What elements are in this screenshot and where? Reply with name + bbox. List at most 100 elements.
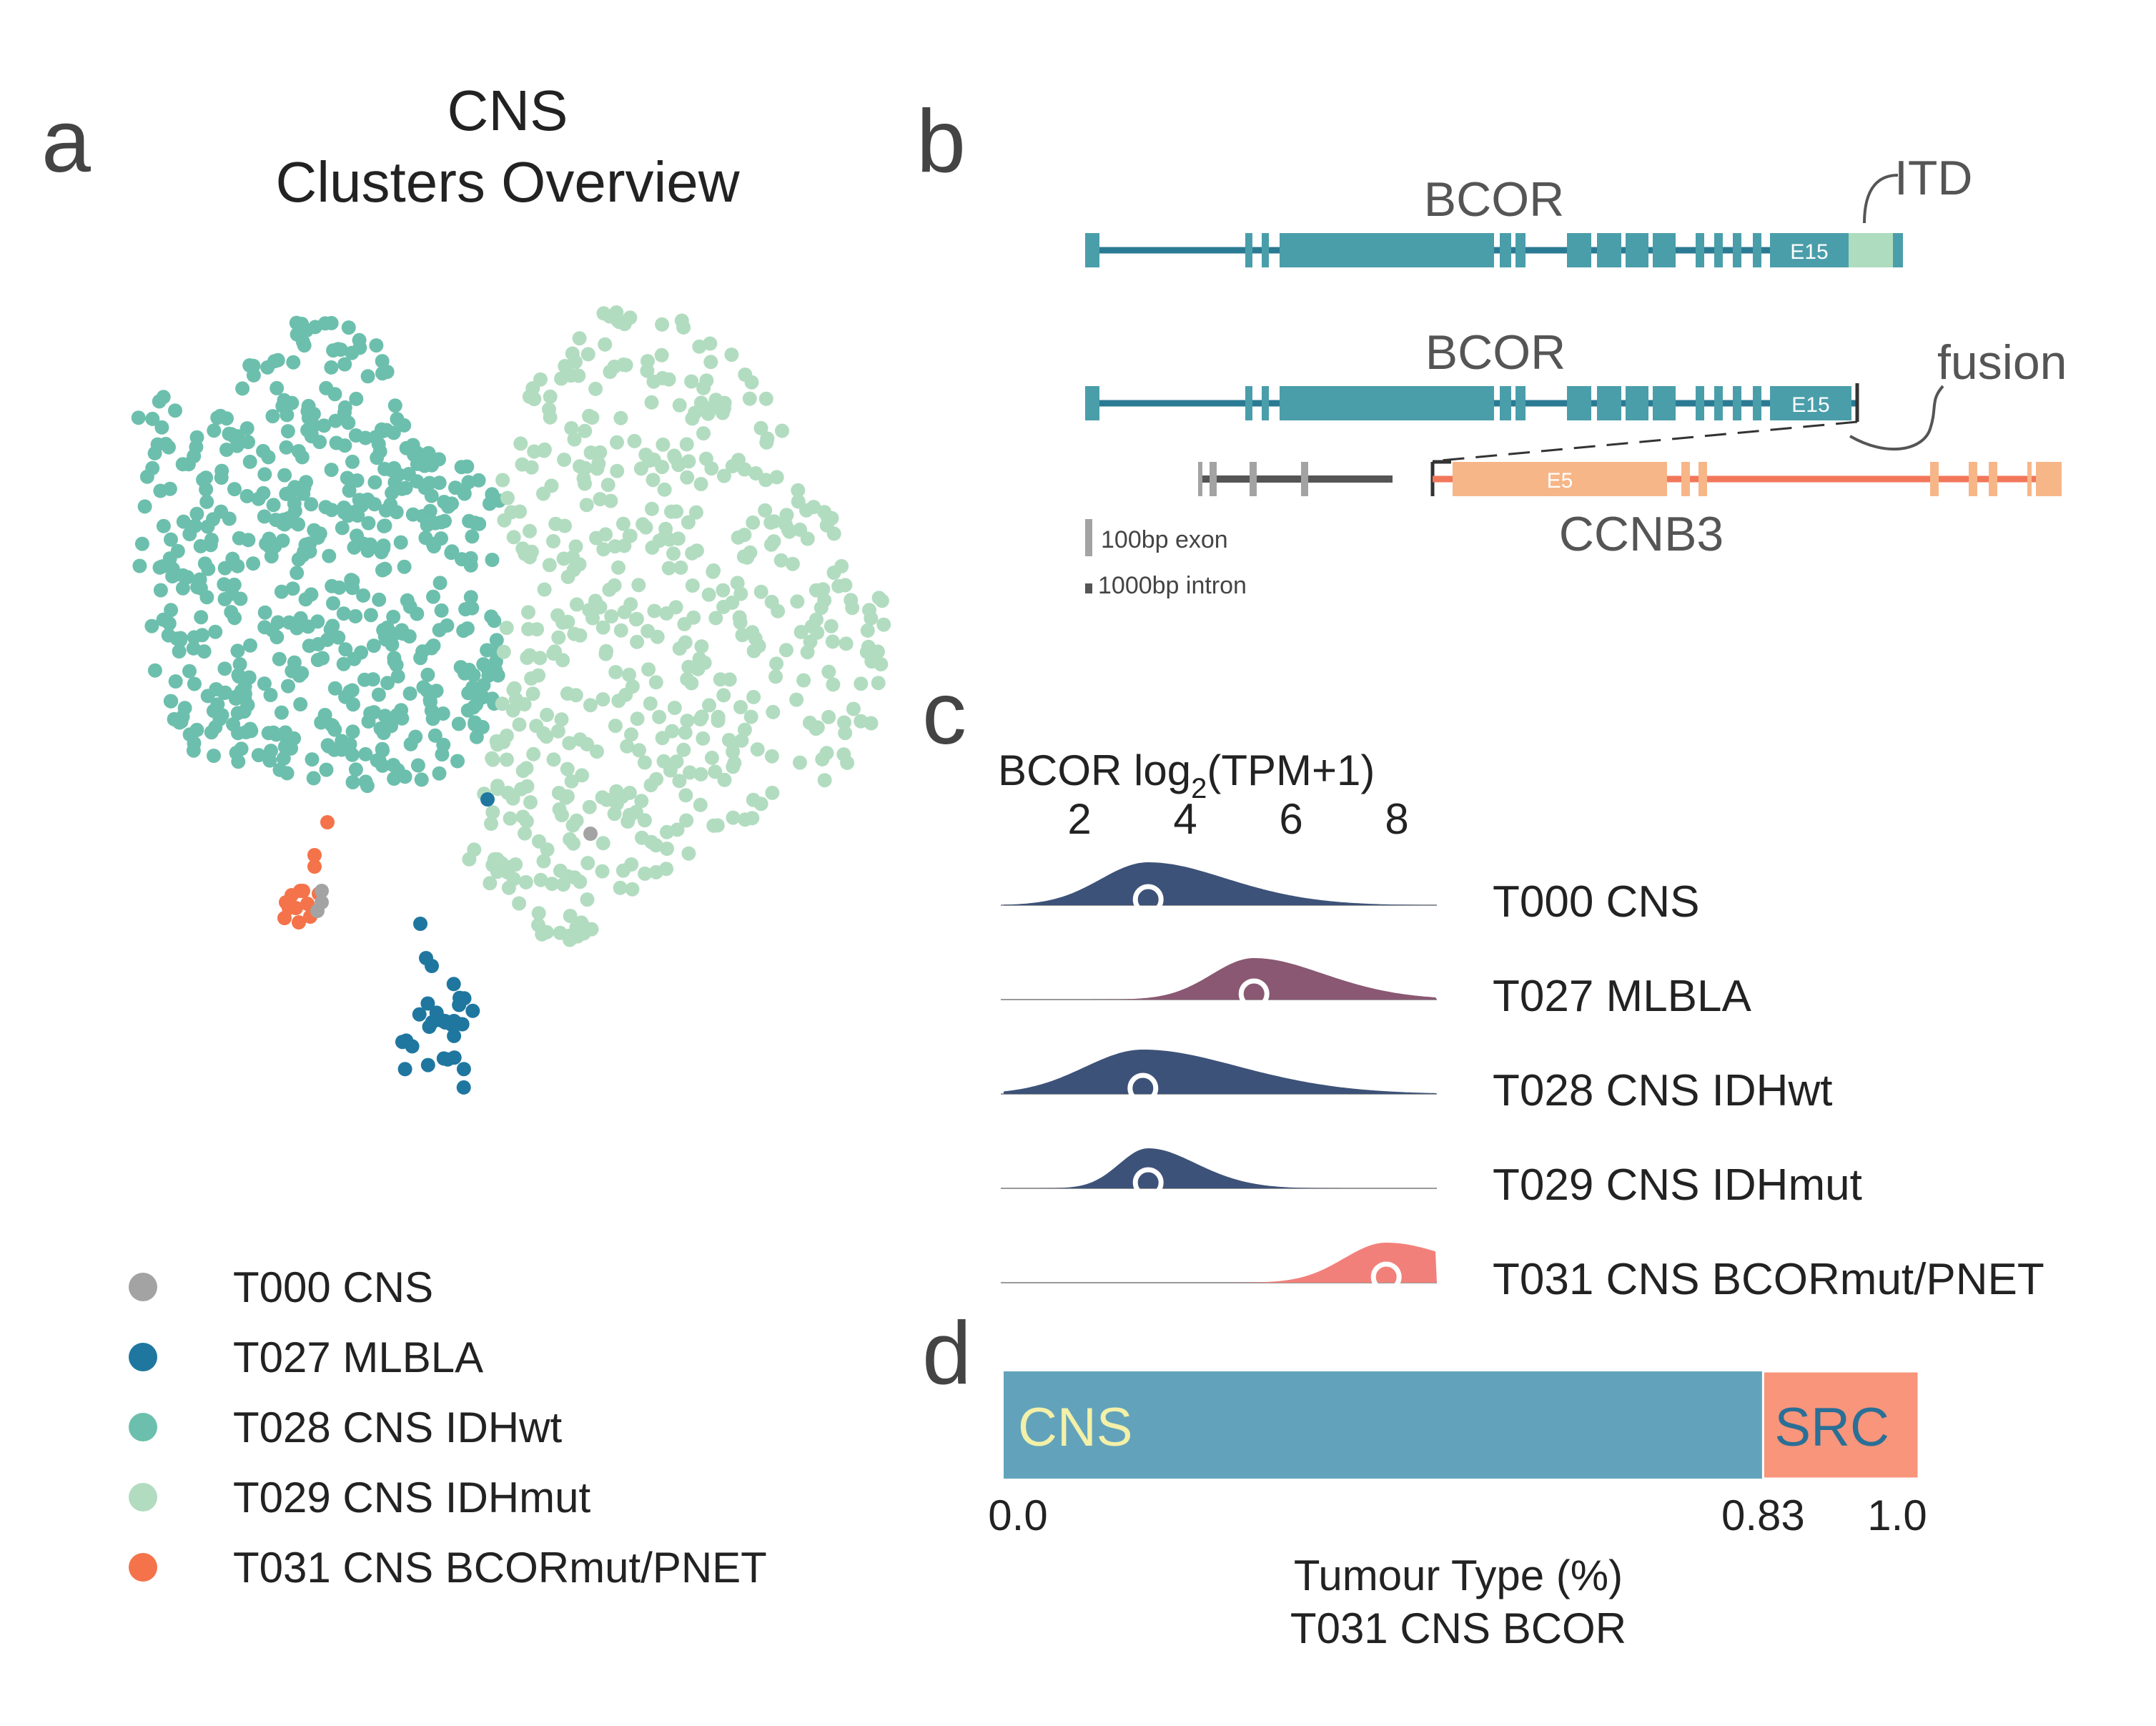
scatter-point-t029 xyxy=(790,594,805,609)
scatter-point-t029 xyxy=(716,468,731,483)
scatter-point-t028 xyxy=(453,660,468,675)
scatter-point-t029 xyxy=(871,676,886,691)
scatter-point-t028 xyxy=(262,753,277,768)
ridge-tick-8: 8 xyxy=(1385,795,1408,843)
scatter-point-t029 xyxy=(640,363,655,378)
scatter-point-t028 xyxy=(231,754,246,769)
scatter-point-t029 xyxy=(599,643,614,659)
scatter-point-t028 xyxy=(293,697,308,711)
scatter-point-t028 xyxy=(270,615,285,630)
scatter-point-t029 xyxy=(643,696,658,711)
scatter-point-t029 xyxy=(838,726,853,741)
scatter-point-t028 xyxy=(402,599,417,614)
scatter-point-t029 xyxy=(568,355,583,370)
scatter-point-t028 xyxy=(260,360,275,375)
scatter-point-t029 xyxy=(617,605,632,620)
scatter-point-t028 xyxy=(242,670,257,685)
scatter-point-t028 xyxy=(291,444,306,458)
scatter-point-t028 xyxy=(208,624,223,639)
scatter-point-t029 xyxy=(503,811,518,826)
scatter-point-t028 xyxy=(281,679,295,694)
scatter-point-t029 xyxy=(608,665,623,679)
scatter-point-t028 xyxy=(189,506,204,521)
scatter-point-t029 xyxy=(699,373,714,388)
bcor-exon xyxy=(1714,233,1723,267)
scatter-point-t029 xyxy=(804,619,819,633)
scatter-point-t029 xyxy=(724,347,739,363)
scatter-point-t028 xyxy=(291,517,306,532)
scatter-point-t029 xyxy=(799,503,814,518)
scatter-point-t029 xyxy=(622,785,637,800)
scatter-point-t029 xyxy=(698,451,713,466)
scatter-point-t028 xyxy=(285,483,300,498)
scatter-point-t029 xyxy=(638,866,653,881)
scatter-point-t029 xyxy=(748,466,763,480)
scatter-point-t029 xyxy=(753,584,768,599)
scatter-point-t028 xyxy=(137,499,152,514)
panel-letter-a: a xyxy=(41,92,91,191)
scatter-point-t029 xyxy=(630,634,645,649)
scatter-point-t029 xyxy=(622,667,636,682)
scatter-point-t029 xyxy=(656,437,671,452)
ccnb3-exon xyxy=(1969,462,1977,496)
scatter-point-t028 xyxy=(371,437,386,451)
scatter-point-t029 xyxy=(533,872,548,887)
scatter-point-t028 xyxy=(444,546,459,561)
scatter-point-t028 xyxy=(152,560,167,575)
scatter-point-t029 xyxy=(730,576,745,591)
scatter-point-t028 xyxy=(251,491,266,506)
scatter-point-t028 xyxy=(422,693,437,708)
scatter-point-t028 xyxy=(168,674,183,689)
scatter-point-t029 xyxy=(773,553,788,568)
scatter-point-t028 xyxy=(153,483,168,498)
scatter-point-t029 xyxy=(555,615,570,630)
scatter-point-t029 xyxy=(679,813,694,828)
scatter-point-t028 xyxy=(397,418,412,433)
scatter-point-t028 xyxy=(274,705,289,720)
scatter-point-t000 xyxy=(315,884,329,898)
scatter-point-t029 xyxy=(636,517,651,532)
scatter-point-t029 xyxy=(746,689,761,704)
scatter-point-t028 xyxy=(217,592,232,606)
scatter-point-t028 xyxy=(214,470,229,485)
scatter-point-t029 xyxy=(745,625,760,640)
scatter-point-t028 xyxy=(235,381,250,396)
scatter-point-t000 xyxy=(583,827,598,841)
scatter-point-t028 xyxy=(139,469,154,484)
ridge-row-label-t031: T031 CNS BCORmut/PNET xyxy=(1493,1255,2044,1304)
scatter-plot xyxy=(131,305,891,1095)
ccnb3-upstream-exon xyxy=(1210,462,1217,496)
ccnb3-upstream-exon xyxy=(1301,462,1308,496)
scatter-point-t028 xyxy=(358,430,373,445)
scatter-point-t028 xyxy=(154,420,169,435)
ridge-density-3 xyxy=(1004,1050,1437,1094)
scatter-title-line1: CNS xyxy=(447,79,568,142)
scatter-point-t029 xyxy=(766,704,781,719)
scatter-point-t028 xyxy=(290,621,305,636)
scatter-point-t028 xyxy=(182,664,197,679)
scatter-point-t029 xyxy=(746,643,761,659)
scatter-point-t029 xyxy=(600,478,615,493)
scatter-point-t028 xyxy=(424,488,439,503)
scatter-point-t027 xyxy=(447,1028,462,1043)
scatter-point-t028 xyxy=(347,651,362,666)
scatter-point-t028 xyxy=(358,746,373,761)
scatter-point-t029 xyxy=(523,795,538,810)
scatter-point-t029 xyxy=(607,807,622,822)
scatter-point-t028 xyxy=(425,456,440,471)
bar-label-src: SRC xyxy=(1774,1397,1889,1458)
scatter-point-t029 xyxy=(567,432,582,447)
ridge-axis-label: BCOR log2(TPM+1) xyxy=(998,746,1375,804)
bar-tick-1: 1.0 xyxy=(1867,1491,1927,1539)
scatter-point-t028 xyxy=(270,380,285,395)
scatter-point-t029 xyxy=(819,746,834,761)
scatter-point-t029 xyxy=(796,673,811,688)
bar-xlabel-line1: Tumour Type (%) xyxy=(1294,1552,1623,1599)
fusion-label: fusion xyxy=(1937,335,2067,390)
scatter-point-t028 xyxy=(276,751,291,766)
scatter-point-t028 xyxy=(272,762,287,777)
scatter-point-t029 xyxy=(705,400,720,415)
scatter-point-t029 xyxy=(750,742,765,757)
scatter-point-t029 xyxy=(854,676,869,691)
scatter-point-t029 xyxy=(578,423,593,438)
